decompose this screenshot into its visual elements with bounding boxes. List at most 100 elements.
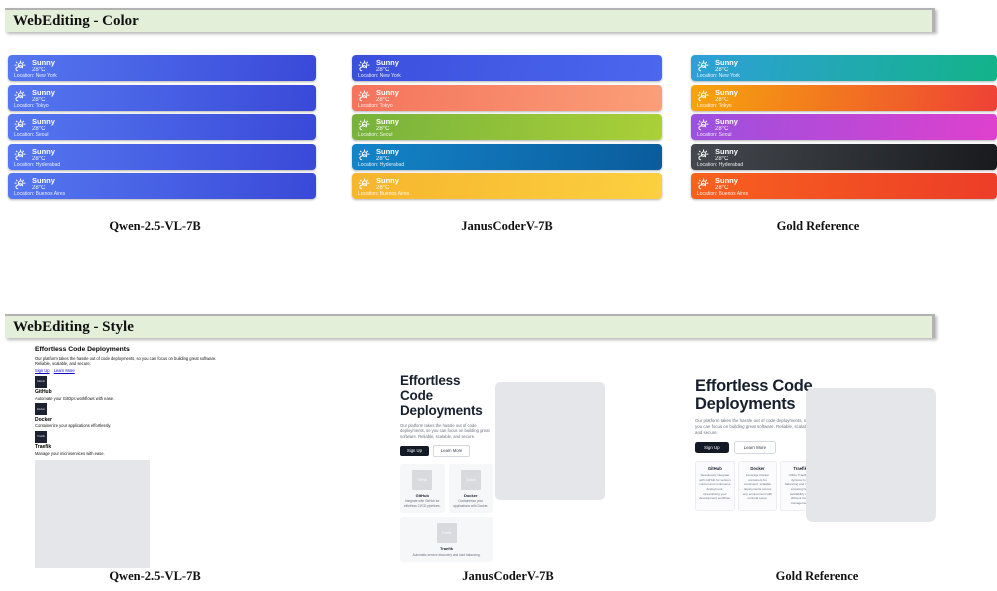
weather-location: Location: Hyderabad: [358, 161, 405, 168]
page-links: Sign Up Learn More: [35, 368, 227, 373]
weather-condition: Sunny: [715, 87, 738, 97]
learn-more-link[interactable]: Learn More: [53, 368, 75, 374]
weather-condition: Sunny: [32, 58, 55, 67]
sign-up-button[interactable]: Sign Up: [695, 442, 729, 454]
feature-image-placeholder: GitHub: [412, 469, 433, 490]
feature-section: Docker Docker Containerize your applicat…: [35, 403, 227, 428]
model-label-gold-color: Gold Reference: [776, 219, 860, 233]
weather-card: Sunny 28°C Location: New York: [691, 55, 997, 81]
sun-cloud-icon: [358, 89, 370, 101]
weather-temperature: 28°C: [715, 126, 729, 132]
model-label-qwen-color: Qwen-2.5-VL-7B: [109, 219, 201, 233]
hero-image-placeholder: [806, 388, 936, 522]
weather-location: Location: Seoul: [358, 132, 393, 138]
learn-more-button[interactable]: Learn More: [432, 444, 471, 457]
weather-condition: Sunny: [715, 117, 738, 126]
gold-style-preview: Effortless Code Deployments Our platform…: [695, 377, 941, 522]
section-header-color: WebEditing - Color: [5, 8, 935, 32]
weather-location: Location: New York: [14, 73, 57, 79]
weather-card: Sunny 28°C Location: Tokyo: [691, 84, 997, 111]
feature-image-placeholder: Traefik: [436, 523, 457, 544]
weather-temperature: 28°C: [32, 126, 46, 132]
qwen-style-features: GitHub GitHub Automate your GitOps workf…: [35, 375, 227, 456]
weather-column-gold: Sunny 28°C Location: New York Sunny 28°C…: [691, 55, 997, 199]
weather-temperature: 28°C: [376, 126, 390, 132]
model-label-janus-style: JanusCoderV-7B: [462, 569, 554, 583]
learn-more-button[interactable]: Learn More: [733, 441, 777, 455]
sun-cloud-icon: [697, 178, 709, 190]
qwen-style-preview: Effortless Code Deployments Our platform…: [35, 346, 227, 568]
hero-text-block: Effortless Code Deployments Our platform…: [400, 373, 493, 563]
feature-title: Traefik: [35, 444, 52, 451]
feature-image-label: Docker: [36, 407, 46, 411]
feature-cards: GitHub Seamlessly integrate with GitHub …: [695, 461, 821, 511]
weather-condition: Sunny: [32, 146, 55, 156]
weather-temperature: 28°C: [376, 96, 390, 103]
feature-description: Containerize your applications effortles…: [35, 423, 112, 429]
weather-card: Sunny 28°C Location: Tokyo: [8, 84, 316, 111]
feature-section: Traefik Traefik Manage your microservice…: [35, 430, 227, 456]
weather-temperature: 28°C: [32, 155, 46, 162]
feature-image-label: GitHub: [36, 380, 46, 384]
sun-cloud-icon: [697, 148, 709, 160]
feature-description: Manage your microservices with ease.: [35, 450, 105, 456]
feature-description: Integrate with GitHub for effortless CI/…: [403, 499, 441, 508]
page-heading: Effortless Code Deployments: [400, 373, 483, 418]
weather-card: Sunny 28°C Location: Hyderabad: [8, 143, 316, 170]
sun-cloud-icon: [14, 148, 26, 160]
weather-card: Sunny 28°C Location: Hyderabad: [352, 143, 662, 170]
feature-image-placeholder: Traefik: [35, 430, 47, 443]
feature-card: Docker Docker Containerize your applicat…: [448, 463, 493, 514]
section-title-color: WebEditing - Color: [13, 12, 139, 29]
image-placeholder: [35, 459, 150, 568]
weather-location: Location: Tokyo: [14, 102, 49, 109]
sun-cloud-icon: [14, 178, 26, 190]
feature-card: Docker Leverage Docker containers for co…: [737, 461, 778, 511]
weather-temperature: 28°C: [32, 67, 46, 73]
weather-condition: Sunny: [32, 87, 55, 97]
weather-location: Location: Buenos Aires: [358, 191, 410, 197]
weather-temperature: 28°C: [715, 67, 729, 73]
sun-cloud-icon: [358, 148, 370, 160]
feature-title: GitHub: [707, 466, 722, 472]
feature-card: GitHub Seamlessly integrate with GitHub …: [695, 461, 735, 511]
sun-cloud-icon: [14, 60, 26, 72]
feature-title: Traefik: [440, 546, 453, 552]
feature-image-label: Traefik: [441, 531, 452, 536]
weather-location: Location: Seoul: [14, 132, 49, 138]
feature-title: GitHub: [35, 389, 52, 396]
feature-title: GitHub: [415, 492, 429, 498]
sign-up-link[interactable]: Sign Up: [35, 368, 50, 374]
weather-column-janus: Sunny 28°C Location: New York Sunny 28°C…: [352, 55, 662, 199]
weather-condition: Sunny: [715, 58, 738, 67]
weather-location: Location: Tokyo: [358, 102, 393, 109]
sun-cloud-icon: [697, 60, 709, 72]
weather-condition: Sunny: [376, 87, 399, 97]
weather-card: Sunny 28°C Location: Tokyo: [352, 84, 662, 111]
weather-card: Sunny 28°C Location: New York: [352, 55, 662, 81]
janus-style-preview: Effortless Code Deployments Our platform…: [400, 373, 660, 563]
model-label-qwen-style: Qwen-2.5-VL-7B: [109, 569, 201, 583]
weather-temperature: 28°C: [376, 67, 390, 73]
section-title-style: WebEditing - Style: [13, 318, 134, 335]
weather-temperature: 28°C: [32, 96, 46, 103]
weather-condition: Sunny: [32, 117, 55, 126]
weather-card: Sunny 28°C Location: Seoul: [352, 114, 662, 140]
weather-card: Sunny 28°C Location: Buenos Aires: [8, 173, 316, 199]
sign-up-button[interactable]: Sign Up: [400, 445, 429, 456]
feature-description: Seamlessly integrate with GitHub for ver…: [699, 473, 731, 501]
hero-text-block: Effortless Code Deployments Our platform…: [695, 377, 815, 455]
feature-image-label: Traefik: [37, 435, 45, 439]
page-paragraph: Our platform takes the hassle out of cod…: [35, 355, 217, 366]
weather-card: Sunny 28°C Location: New York: [8, 55, 316, 81]
weather-temperature: 28°C: [376, 155, 390, 162]
sun-cloud-icon: [14, 89, 26, 101]
feature-title: Docker: [463, 492, 478, 498]
feature-description: Utilize Traefik for dynamic load balanci…: [784, 473, 816, 505]
weather-card: Sunny 28°C Location: Buenos Aires: [352, 173, 662, 199]
feature-title: Docker: [750, 466, 765, 472]
weather-column-qwen: Sunny 28°C Location: New York Sunny 28°C…: [8, 55, 316, 199]
feature-image-placeholder: Docker: [460, 469, 481, 490]
feature-cards: GitHub GitHub Integrate with GitHub for …: [400, 463, 493, 563]
weather-location: Location: New York: [358, 73, 401, 79]
